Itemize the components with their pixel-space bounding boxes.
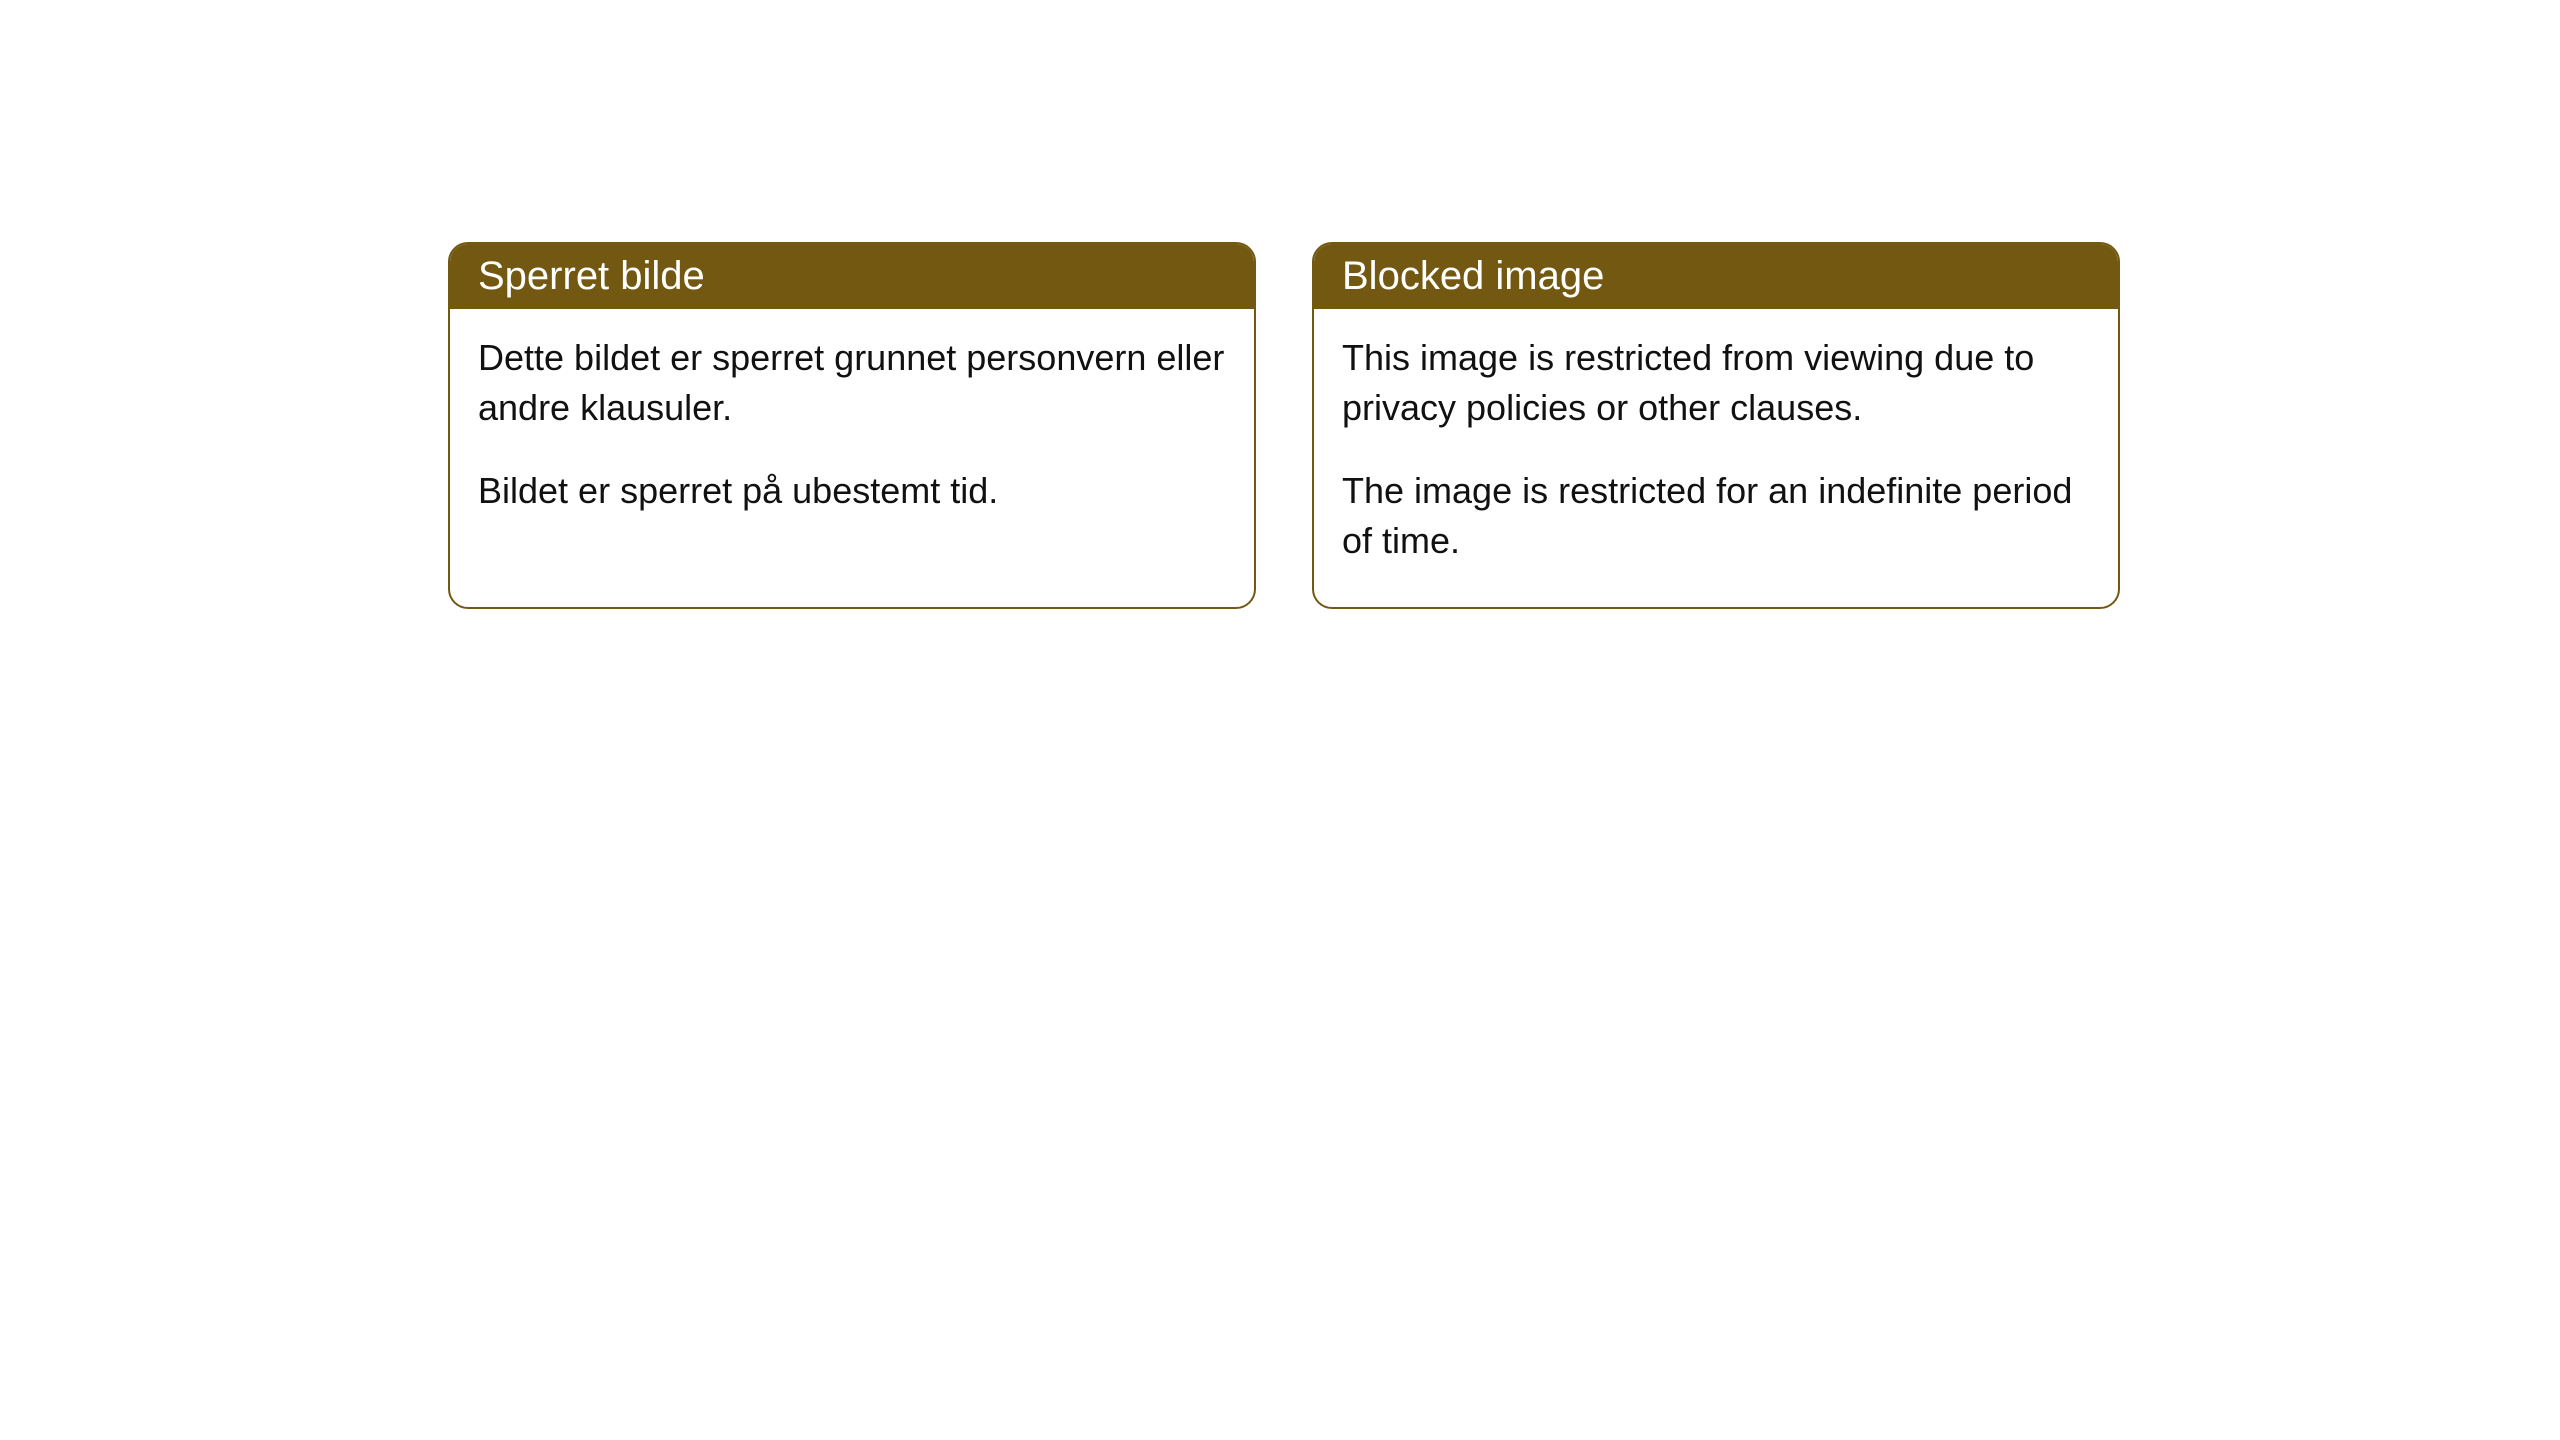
card-header: Sperret bilde <box>450 244 1254 309</box>
blocked-image-card-norwegian: Sperret bilde Dette bildet er sperret gr… <box>448 242 1256 609</box>
card-header: Blocked image <box>1314 244 2118 309</box>
card-paragraph-2: The image is restricted for an indefinit… <box>1342 466 2090 567</box>
blocked-image-card-english: Blocked image This image is restricted f… <box>1312 242 2120 609</box>
cards-container: Sperret bilde Dette bildet er sperret gr… <box>448 242 2120 609</box>
card-title: Blocked image <box>1342 254 1604 298</box>
card-body: Dette bildet er sperret grunnet personve… <box>450 309 1254 556</box>
card-body: This image is restricted from viewing du… <box>1314 309 2118 607</box>
card-paragraph-1: Dette bildet er sperret grunnet personve… <box>478 333 1226 434</box>
card-title: Sperret bilde <box>478 254 705 298</box>
card-paragraph-2: Bildet er sperret på ubestemt tid. <box>478 466 1226 516</box>
card-paragraph-1: This image is restricted from viewing du… <box>1342 333 2090 434</box>
